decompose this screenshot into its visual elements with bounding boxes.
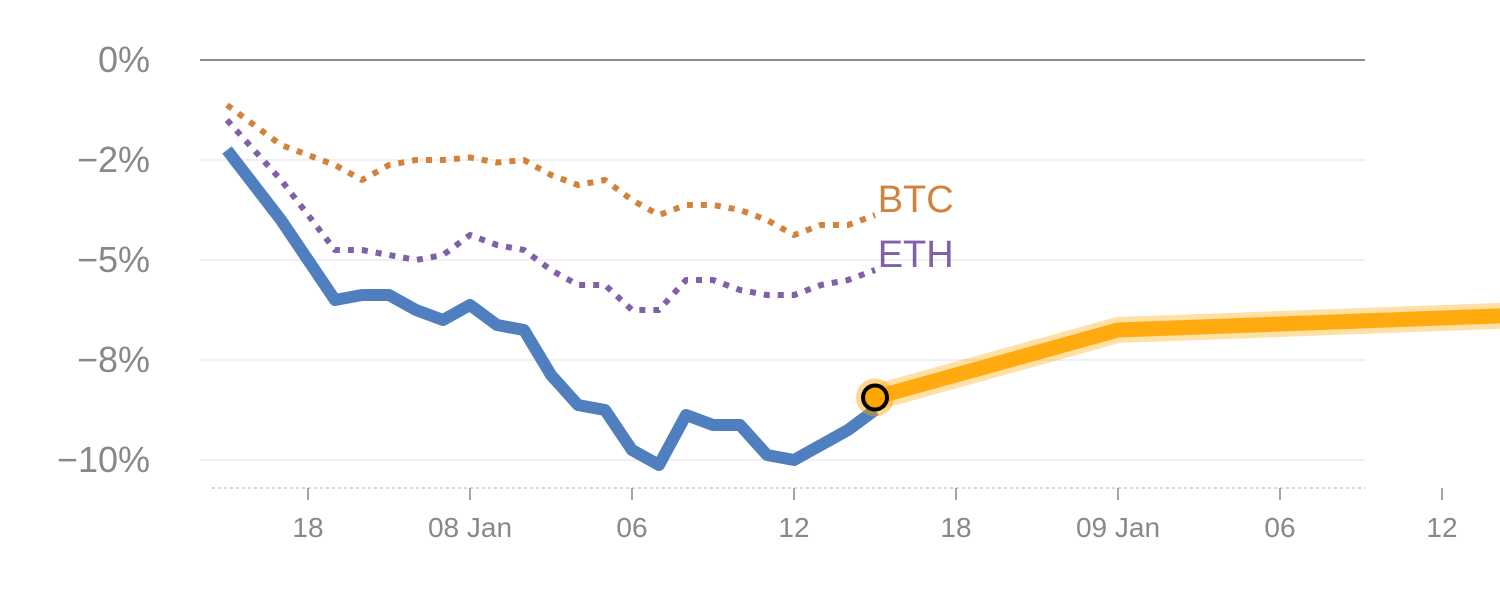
eth-label: ETH [878, 234, 954, 276]
index-line [222, 146, 879, 471]
y-tick-label: −10% [57, 439, 150, 480]
x-tick-label: 12 [1426, 512, 1457, 543]
x-tick-label: 09 Jan [1076, 512, 1160, 543]
btc-line [225, 102, 877, 238]
x-tick-label: 12 [778, 512, 809, 543]
forecast-start-marker [861, 383, 889, 412]
btc-label: BTC [878, 179, 954, 221]
x-tick-label: 06 [1264, 512, 1295, 543]
series-group [222, 102, 1500, 471]
x-tick-label: 08 Jan [428, 512, 512, 543]
gridlines [200, 59, 1365, 461]
y-tick-label: −8% [77, 339, 150, 380]
y-tick-label: −5% [77, 239, 150, 280]
axis: 0% −2% −5% −8% −10% 18 08 Jan 06 12 18 09 Jan 06 12 [57, 39, 1458, 543]
y-tick-label: 0% [98, 39, 150, 80]
eth-line [224, 117, 877, 313]
forecast-band-line [872, 308, 1500, 405]
x-tick-label: 06 [616, 512, 647, 543]
y-tick-label: −2% [77, 139, 150, 180]
x-tick-label: 18 [940, 512, 971, 543]
x-tick-label: 18 [292, 512, 323, 543]
index-label: Index [1498, 325, 1500, 381]
labels: BTC ETH Index [878, 179, 1500, 381]
